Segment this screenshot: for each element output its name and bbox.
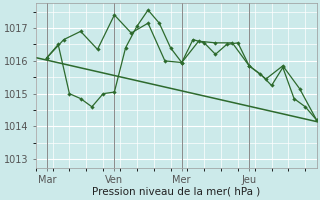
X-axis label: Pression niveau de la mer( hPa ): Pression niveau de la mer( hPa ) xyxy=(92,187,260,197)
